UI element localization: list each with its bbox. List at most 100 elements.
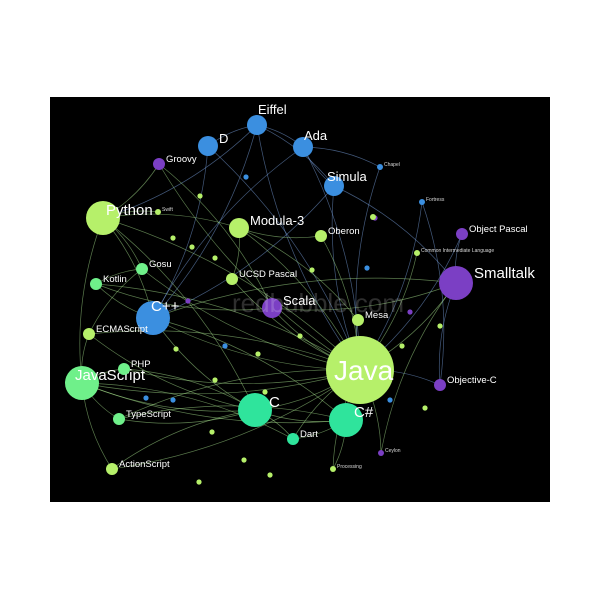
edge-javascript-dart <box>81 382 294 440</box>
minor-node-dot <box>212 377 218 383</box>
node-label-gosu: Gosu <box>149 259 172 270</box>
node-java <box>326 336 394 404</box>
minor-node-dot <box>143 395 149 401</box>
edge-java-ecmascript <box>88 330 361 371</box>
node-eiffel <box>247 115 267 135</box>
node-mesa <box>352 314 364 326</box>
node-label-ecmascript: ECMAScript <box>96 324 148 335</box>
minor-node-dot <box>309 267 315 273</box>
node-label-java: Java <box>334 355 394 386</box>
node-label-d: D <box>219 131 228 146</box>
node-label-ada: Ada <box>304 128 328 143</box>
node-ada <box>293 137 313 157</box>
edge-java-groovy <box>158 163 361 371</box>
edge-gosu-ecmascript <box>88 268 143 335</box>
minor-node-dot <box>241 457 247 463</box>
minor-node-dot <box>189 244 195 250</box>
node-label-dart: Dart <box>300 429 318 440</box>
node-cil <box>414 250 420 256</box>
edge-java-d <box>207 145 361 371</box>
edge-cpp-eiffel <box>152 124 258 319</box>
edge-csharp-typescript <box>118 405 347 421</box>
edge-cpp-csharp <box>152 317 347 421</box>
minor-node-dot <box>297 333 303 339</box>
edge-c-python <box>102 217 256 411</box>
minor-node-dot <box>387 397 393 403</box>
node-label-ceylon: Ceylon <box>385 448 401 454</box>
node-swift <box>155 209 161 215</box>
edge-scala-groovy <box>158 163 273 309</box>
edge-smalltalk-scala <box>271 282 457 311</box>
minor-node-dot <box>170 235 176 241</box>
node-label-smalltalk: Smalltalk <box>474 265 535 282</box>
minor-node-dot <box>262 389 268 395</box>
node-ecmascript <box>83 328 95 340</box>
watermark-text: redbubble.com <box>232 288 404 318</box>
node-d <box>198 136 218 156</box>
minor-node-dot <box>422 405 428 411</box>
node-ceylon <box>378 450 384 456</box>
minor-node-dot <box>170 397 176 403</box>
edge-java-actionscript <box>111 369 361 470</box>
minor-node-dot <box>255 351 261 357</box>
edge-c-ecmascript <box>88 333 256 411</box>
minor-node-dot <box>173 346 179 352</box>
node-objectivec <box>434 379 446 391</box>
node-label-chapel: Chapel <box>384 162 400 168</box>
minor-node-dot <box>267 472 273 478</box>
edge-smalltalk-simula <box>333 185 457 284</box>
edge-javascript-csharp <box>81 382 347 424</box>
node-c <box>238 393 272 427</box>
node-groovy <box>153 158 165 170</box>
node-label-python: Python <box>106 202 153 219</box>
node-label-kotlin: Kotlin <box>103 274 127 285</box>
node-modula3 <box>229 218 249 238</box>
minor-node-dot <box>364 265 370 271</box>
node-label-scala: Scala <box>283 293 316 308</box>
node-label-mesa: Mesa <box>365 310 389 321</box>
node-label-simula: Simula <box>327 169 368 184</box>
node-label-cil: Common Intermediate Language <box>421 248 494 254</box>
node-scala <box>262 298 282 318</box>
node-smalltalk <box>439 266 473 300</box>
node-label-swift: Swift <box>162 207 173 213</box>
node-chapel <box>377 164 383 170</box>
node-label-objectpascal: Object Pascal <box>469 224 528 235</box>
minor-node-dot <box>222 343 228 349</box>
node-cpp <box>136 301 170 335</box>
edge-mesa-modula3 <box>238 227 359 321</box>
edge-python-javascript <box>79 217 104 384</box>
minor-node-dot <box>399 343 405 349</box>
edge-cpp-smalltalk <box>152 277 457 319</box>
node-label-php: PHP <box>131 359 151 370</box>
node-fortress <box>419 199 425 205</box>
minor-node-dot <box>437 323 443 329</box>
node-ucsdpascal <box>226 273 238 285</box>
node-label-actionscript: ActionScript <box>119 459 170 470</box>
node-processing <box>330 466 336 472</box>
edge-python-eiffel <box>102 124 258 219</box>
node-label-processing: Processing <box>337 464 362 470</box>
edge-java-kotlin <box>95 283 361 371</box>
node-simula <box>324 176 344 196</box>
node-label-csharp: C# <box>354 404 374 421</box>
node-label-modula3: Modula-3 <box>250 213 304 228</box>
edge-scala-kotlin <box>95 283 273 311</box>
node-typescript <box>113 413 125 425</box>
node-actionscript <box>106 463 118 475</box>
node-label-eiffel: Eiffel <box>258 102 287 117</box>
minor-node-dot <box>197 193 203 199</box>
node-label-ucsdpascal: UCSD Pascal <box>239 269 297 280</box>
node-clu <box>370 214 376 220</box>
node-oberon <box>315 230 327 242</box>
minor-node-dot <box>196 479 202 485</box>
node-dart <box>287 433 299 445</box>
node-kotlin <box>90 278 102 290</box>
node-php <box>118 363 130 375</box>
node-gosu <box>136 263 148 275</box>
minor-node-dot <box>185 298 191 304</box>
minor-node-dot <box>243 174 249 180</box>
edge-java-python <box>102 217 361 371</box>
